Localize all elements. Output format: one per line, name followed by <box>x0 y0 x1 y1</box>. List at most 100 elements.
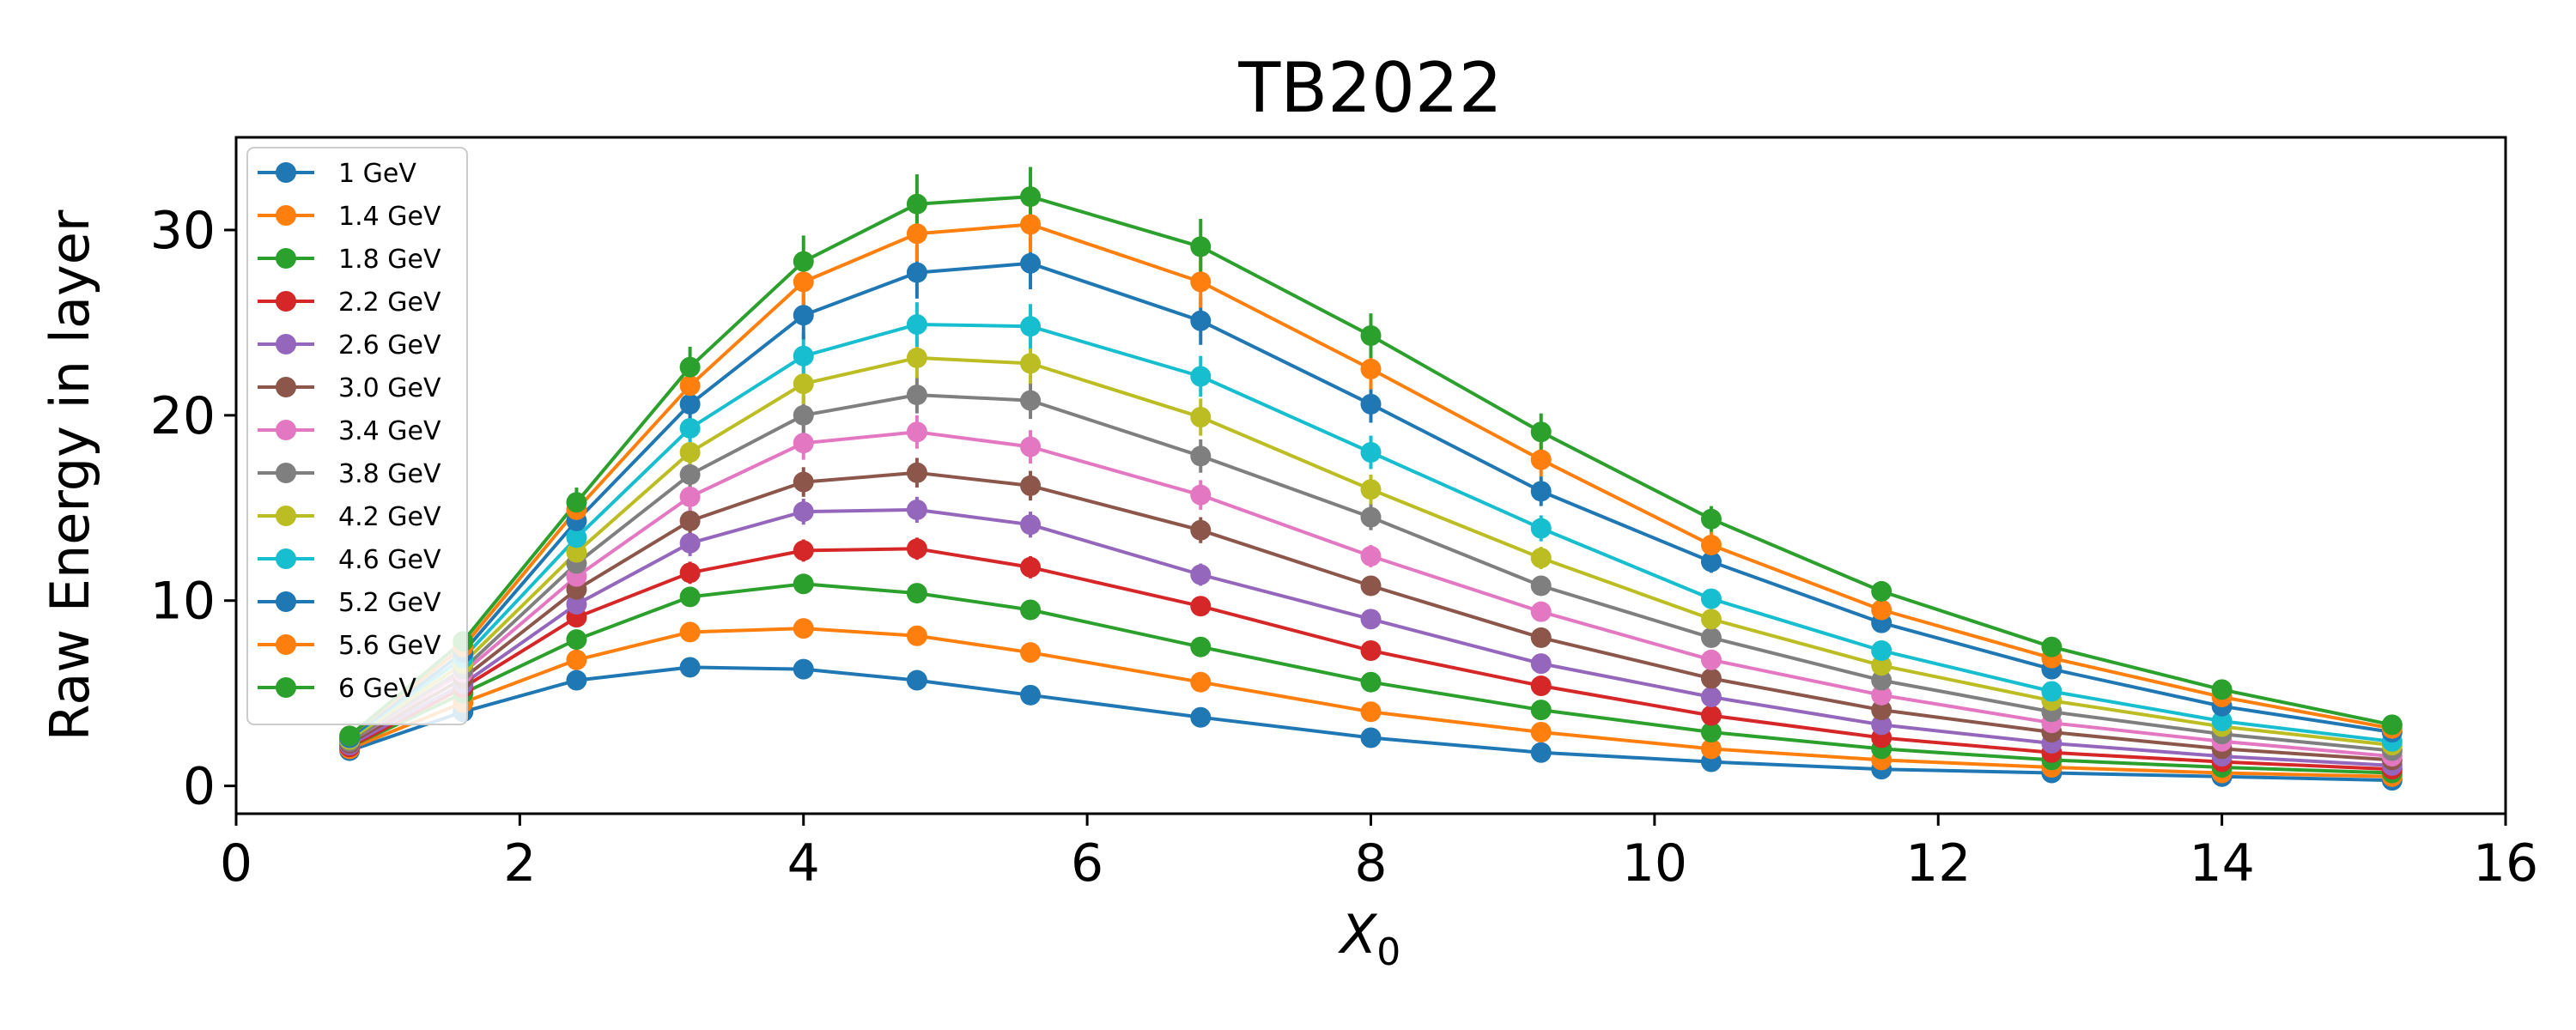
data-point <box>1360 609 1382 630</box>
data-point <box>1700 722 1722 743</box>
data-point <box>1360 545 1382 566</box>
data-point <box>1530 653 1552 675</box>
y-axis-label: Raw Energy in layer <box>39 209 101 741</box>
legend-marker <box>276 463 296 483</box>
data-point <box>906 499 927 520</box>
data-point <box>1020 514 1042 536</box>
data-point <box>1530 481 1552 502</box>
data-point <box>2211 679 2233 700</box>
data-point <box>1020 353 1042 374</box>
data-point <box>1360 506 1382 528</box>
x-tick-label: 0 <box>220 833 252 894</box>
legend-marker <box>276 377 296 397</box>
legend-marker <box>276 248 296 269</box>
data-point <box>906 223 927 245</box>
x-tick-label: 2 <box>503 833 536 894</box>
legend-label: 3.0 GeV <box>338 373 441 403</box>
x-tick-label: 4 <box>787 833 820 894</box>
x-axis-label: X0 <box>1338 903 1400 974</box>
y-tick-label: 10 <box>150 572 216 632</box>
y-tick-label: 30 <box>150 201 216 261</box>
data-point <box>906 462 927 483</box>
x-tick-label: 10 <box>1622 833 1687 894</box>
data-point <box>1360 393 1382 415</box>
data-point <box>679 586 701 608</box>
data-point <box>1190 636 1212 657</box>
data-point <box>906 385 927 406</box>
data-point <box>1360 727 1382 748</box>
data-point <box>793 373 814 395</box>
data-point <box>1530 722 1552 743</box>
data-point <box>1530 421 1552 443</box>
data-point <box>1190 406 1212 427</box>
data-point <box>793 305 814 326</box>
plot-area <box>339 167 2403 791</box>
data-point <box>1530 676 1552 697</box>
data-point <box>1020 186 1042 208</box>
data-point <box>906 670 927 691</box>
data-point <box>2211 711 2233 732</box>
data-point <box>679 442 701 464</box>
x-axis-label-main: X <box>1338 903 1378 966</box>
data-point <box>566 542 587 563</box>
data-point <box>1190 310 1212 331</box>
legend-label: 6 GeV <box>338 674 416 704</box>
data-point <box>1871 670 1893 691</box>
data-point <box>679 532 701 554</box>
x-axis: 0 2 4 6 8 10 12 14 16 <box>220 814 2538 894</box>
data-point <box>1871 640 1893 662</box>
data-point <box>1871 599 1893 621</box>
y-axis: 0 10 20 30 <box>150 201 236 817</box>
y-tick-label: 0 <box>183 757 216 817</box>
data-point <box>679 621 701 643</box>
data-point <box>1020 475 1042 496</box>
legend: 1 GeV 1.4 GeV 1.8 GeV 2.2 GeV 2.6 GeV 3.0 GeV… <box>246 147 468 725</box>
data-point <box>906 347 927 368</box>
data-point <box>1020 316 1042 337</box>
legend-marker <box>276 334 296 354</box>
series-markers <box>339 186 2403 791</box>
x-tick-label: 14 <box>2189 833 2254 894</box>
data-point <box>1530 575 1552 597</box>
data-point <box>906 625 927 646</box>
legend-label: 4.2 GeV <box>338 502 441 532</box>
data-point <box>1020 599 1042 621</box>
data-point <box>906 421 927 443</box>
data-point <box>1190 484 1212 506</box>
data-point <box>1020 556 1042 578</box>
data-point <box>1020 436 1042 457</box>
legend-marker <box>276 291 296 312</box>
data-point <box>793 345 814 367</box>
data-point <box>1700 686 1722 707</box>
data-point <box>1190 519 1212 541</box>
legend-label: 5.6 GeV <box>338 631 441 661</box>
legend-label: 3.4 GeV <box>338 416 441 446</box>
data-point <box>679 562 701 584</box>
chart-title: TB2022 <box>1237 48 1502 128</box>
data-point <box>1700 609 1722 630</box>
data-point <box>1360 479 1382 500</box>
data-point <box>906 314 927 336</box>
data-point <box>679 356 701 378</box>
legend-label: 1.8 GeV <box>338 245 441 275</box>
data-point <box>1700 588 1722 609</box>
data-point <box>1530 742 1552 763</box>
legend-label: 2.6 GeV <box>338 330 441 360</box>
data-point <box>1190 596 1212 617</box>
x-tick-label: 8 <box>1354 833 1387 894</box>
data-point <box>1700 705 1722 726</box>
data-point <box>566 629 587 651</box>
data-point <box>679 375 701 397</box>
data-point <box>2381 714 2403 736</box>
data-point <box>1700 508 1722 530</box>
data-point <box>566 649 587 670</box>
data-point <box>566 527 587 548</box>
data-point <box>1871 655 1893 676</box>
data-point <box>793 540 814 561</box>
legend-marker <box>276 591 296 612</box>
data-point <box>1360 575 1382 597</box>
data-point <box>1700 649 1722 670</box>
y-tick-label: 20 <box>150 386 216 446</box>
data-point <box>1530 449 1552 470</box>
legend-marker <box>276 420 296 440</box>
